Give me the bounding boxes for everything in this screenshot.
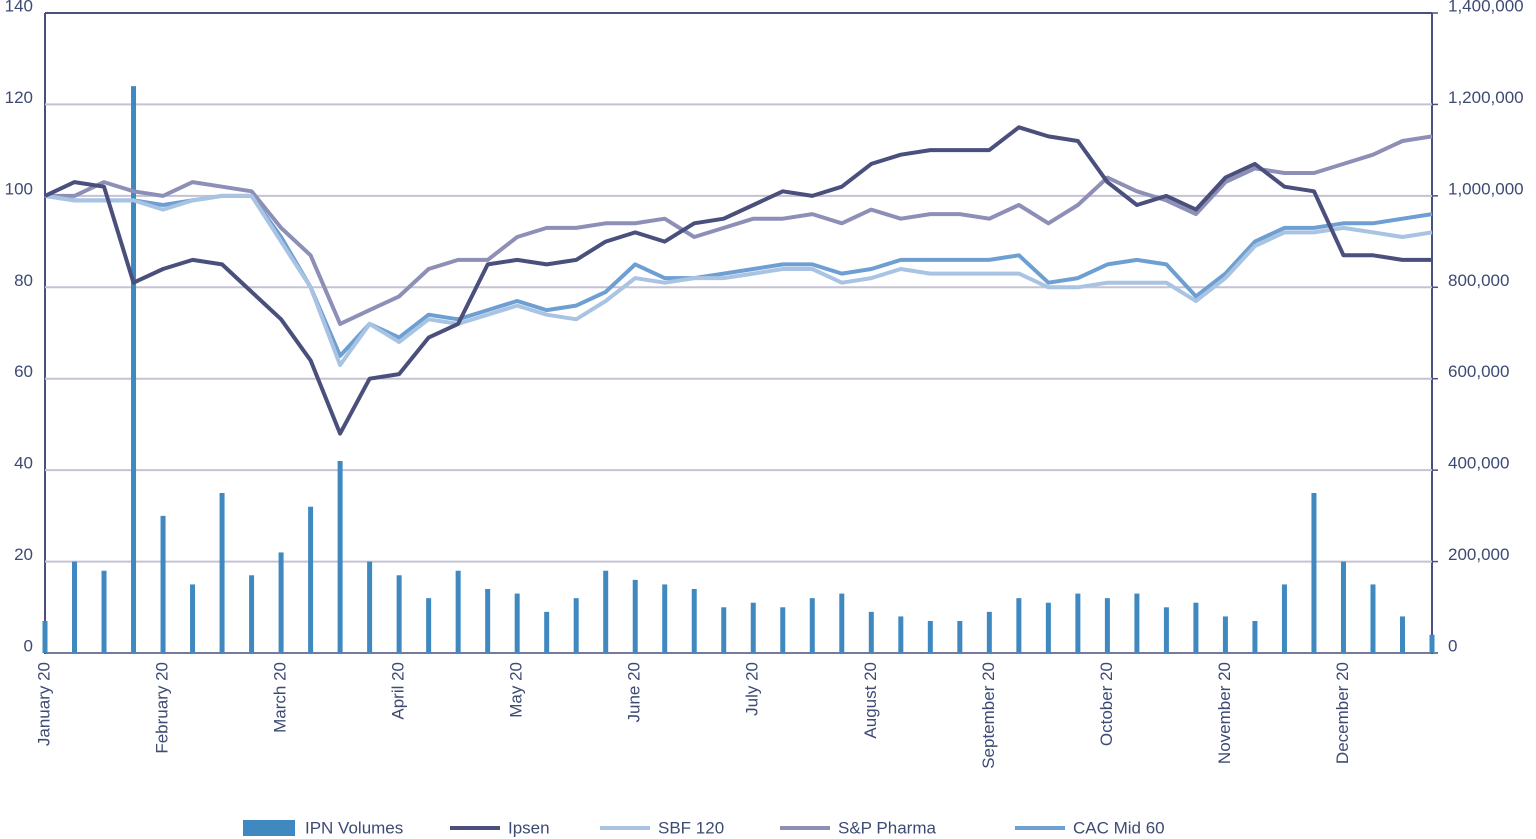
volume-bar: [632, 579, 638, 653]
volume-bar: [42, 621, 48, 653]
volume-bar: [1429, 634, 1435, 653]
volume-bar: [927, 621, 933, 653]
volume-bar: [603, 570, 609, 653]
y-tick-label: 60: [14, 362, 33, 381]
volume-bar: [426, 598, 432, 653]
volume-bar: [396, 575, 402, 653]
volume-bar: [1311, 493, 1317, 653]
volume-bar: [662, 584, 668, 653]
x-tick-label: August 20: [861, 662, 880, 739]
volume-bar: [780, 607, 786, 653]
x-tick-label: June 20: [625, 662, 644, 723]
volume-bar: [337, 461, 343, 653]
volume-bar: [72, 561, 78, 653]
volume-bar: [1340, 561, 1346, 653]
volume-bar: [1252, 621, 1258, 653]
x-tick-label: September 20: [979, 662, 998, 769]
x-tick-label: July 20: [743, 662, 762, 716]
series-line: [45, 134, 1433, 326]
volume-bar: [986, 611, 992, 653]
series-line: [44, 193, 1433, 367]
x-tick-label: October 20: [1097, 662, 1116, 746]
volume-bar: [1163, 607, 1169, 653]
y2-tick-label: 0: [1448, 636, 1457, 655]
volume-bar: [1016, 598, 1022, 653]
volume-bar: [957, 621, 963, 653]
y2-tick-label: 1,000,000: [1448, 179, 1524, 198]
volume-bar: [1399, 616, 1405, 653]
labels: 0 20 40 60 80 100 120 140 0 200,000 400,000 600,000…: [5, 0, 1524, 837]
legend-label: CAC Mid 60: [1073, 818, 1165, 837]
y-tick-label: 0: [24, 636, 33, 655]
volume-bar: [721, 607, 727, 653]
lines: [44, 125, 1433, 436]
volume-bar: [839, 593, 845, 653]
volume-bar: [868, 611, 874, 653]
volume-bar: [1134, 593, 1140, 653]
volume-bar: [1222, 616, 1228, 653]
bars: [42, 86, 1435, 653]
y2-tick-label: 200,000: [1448, 545, 1509, 564]
volume-bar: [308, 506, 314, 653]
volume-bar: [278, 552, 284, 653]
y-tick-label: 120: [5, 88, 33, 107]
x-tick-label: March 20: [271, 662, 290, 733]
volume-bar: [1281, 584, 1287, 653]
y-tick-label: 20: [14, 545, 33, 564]
y2-tick-label: 1,400,000: [1448, 0, 1524, 15]
volume-bar: [809, 598, 815, 653]
x-tick-label: December 20: [1333, 662, 1352, 764]
volume-bar: [750, 602, 756, 653]
volume-bar: [131, 86, 137, 653]
y2-tick-label: 600,000: [1448, 362, 1509, 381]
legend-label: S&P Pharma: [838, 818, 937, 837]
grid: [45, 12, 1438, 654]
y2-tick-label: 400,000: [1448, 454, 1509, 473]
volume-bar: [1075, 593, 1081, 653]
x-tick-label: January 20: [34, 662, 53, 746]
volume-bar: [249, 575, 255, 653]
volume-bar: [1193, 602, 1199, 653]
volume-bar: [219, 493, 225, 653]
volume-bar: [691, 589, 697, 653]
series-line: [44, 193, 1433, 358]
legend-label: IPN Volumes: [305, 818, 403, 837]
volume-bar: [1370, 584, 1376, 653]
volume-bar: [485, 589, 491, 653]
legend-label: Ipsen: [508, 818, 550, 837]
series-line: [44, 125, 1432, 436]
y-tick-label: 40: [14, 454, 33, 473]
legend-swatch: [243, 820, 295, 836]
legend-label: SBF 120: [658, 818, 724, 837]
y-tick-label: 80: [14, 271, 33, 290]
volume-bar: [1045, 602, 1051, 653]
y2-tick-label: 1,200,000: [1448, 88, 1524, 107]
y2-tick-label: 800,000: [1448, 271, 1509, 290]
x-tick-label: April 20: [389, 662, 408, 720]
x-tick-label: November 20: [1215, 662, 1234, 764]
volume-bar: [367, 561, 373, 653]
x-tick-label: February 20: [153, 662, 172, 754]
volume-bar: [1104, 598, 1110, 653]
volume-bar: [101, 570, 107, 653]
volume-bar: [573, 598, 579, 653]
volume-bar: [455, 570, 461, 653]
volume-bar: [160, 515, 166, 653]
volume-bar: [898, 616, 904, 653]
x-tick-label: May 20: [507, 662, 526, 718]
volume-bar: [190, 584, 196, 653]
y-tick-label: 100: [5, 179, 33, 198]
y-tick-label: 140: [5, 0, 33, 15]
volume-bar: [544, 611, 550, 653]
volume-bar: [514, 593, 520, 653]
